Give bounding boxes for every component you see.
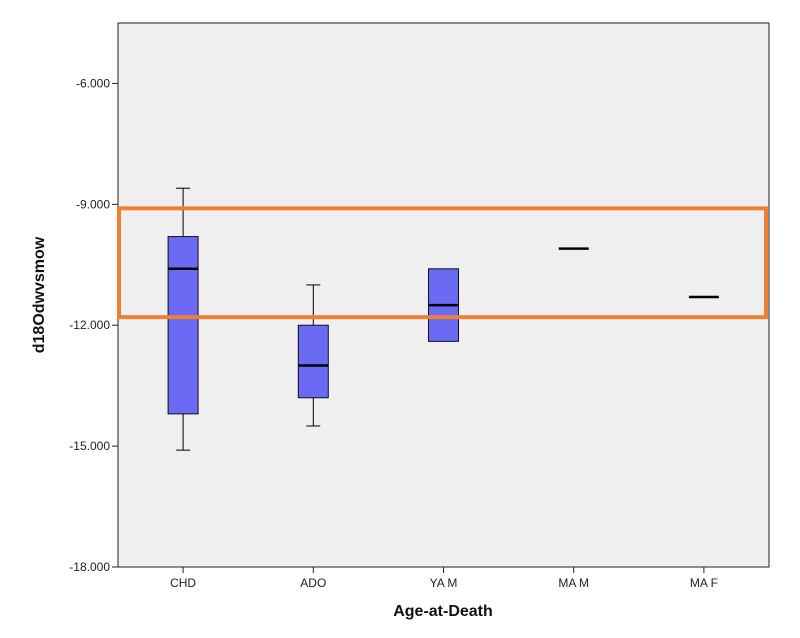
x-tick-label: ADO [300,576,326,590]
y-tick-label: -9.000 [76,197,110,211]
box-series [167,187,719,451]
highlight-box [117,206,768,320]
x-tick-label: YA M [430,576,458,590]
box-body [297,324,329,399]
x-tick-label: CHD [170,576,196,590]
x-axis-title: Age-at-Death [393,603,493,620]
y-tick-label: -18.000 [69,560,110,574]
y-tick-label: -6.000 [76,76,110,90]
y-tick-label: -15.000 [69,439,110,453]
box-ya-m [428,268,459,342]
y-tick-label: -12.000 [69,318,110,332]
highlight-layer [117,206,768,320]
box-body [167,236,199,415]
x-axis: CHD ADO YA M MA M MA F [170,567,718,590]
x-tick-label: MA F [690,576,718,590]
y-axis: -6.000 -9.000 -12.000 -15.000 -18.000 [69,76,118,574]
y-axis-title: d18Odwvsmow [31,236,48,353]
x-tick-label: MA M [558,576,589,590]
box-chd [167,187,199,451]
